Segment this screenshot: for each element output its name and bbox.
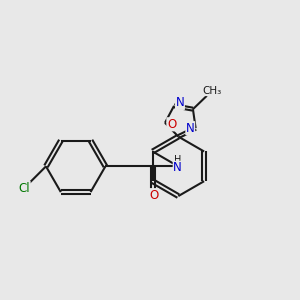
Text: H: H xyxy=(174,155,181,165)
Text: N: N xyxy=(176,96,184,110)
Text: N: N xyxy=(173,161,182,174)
Text: O: O xyxy=(167,118,176,131)
Text: CH₃: CH₃ xyxy=(202,85,222,96)
Text: N: N xyxy=(186,122,195,135)
Text: O: O xyxy=(149,189,158,202)
Text: Cl: Cl xyxy=(19,182,30,194)
